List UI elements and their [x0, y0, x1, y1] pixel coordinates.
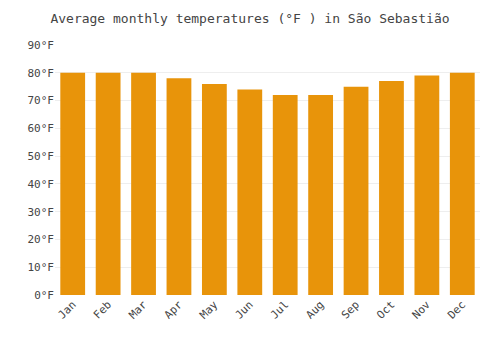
svg-text:Dec: Dec: [445, 298, 468, 321]
svg-text:Apr: Apr: [162, 298, 186, 322]
svg-text:70°F: 70°F: [28, 94, 55, 107]
svg-text:Sep: Sep: [339, 298, 362, 321]
svg-text:Aug: Aug: [303, 298, 326, 321]
svg-text:40°F: 40°F: [28, 178, 55, 191]
svg-text:May: May: [197, 298, 221, 322]
svg-text:20°F: 20°F: [28, 233, 55, 246]
svg-text:Jun: Jun: [233, 298, 256, 321]
svg-text:80°F: 80°F: [28, 67, 55, 80]
svg-text:60°F: 60°F: [28, 122, 55, 135]
svg-text:0°F: 0°F: [34, 289, 54, 302]
svg-text:Mar: Mar: [126, 298, 150, 322]
svg-text:10°F: 10°F: [28, 261, 55, 274]
svg-text:Nov: Nov: [410, 298, 434, 322]
svg-text:Average monthly temperatures (: Average monthly temperatures (°F ) in Sã…: [50, 11, 449, 26]
svg-text:Feb: Feb: [91, 298, 114, 321]
svg-text:30°F: 30°F: [28, 206, 55, 219]
svg-text:Oct: Oct: [374, 298, 397, 321]
svg-text:Jul: Jul: [268, 298, 291, 321]
svg-text:90°F: 90°F: [28, 39, 55, 52]
svg-text:50°F: 50°F: [28, 150, 55, 163]
svg-text:Jan: Jan: [55, 298, 78, 321]
